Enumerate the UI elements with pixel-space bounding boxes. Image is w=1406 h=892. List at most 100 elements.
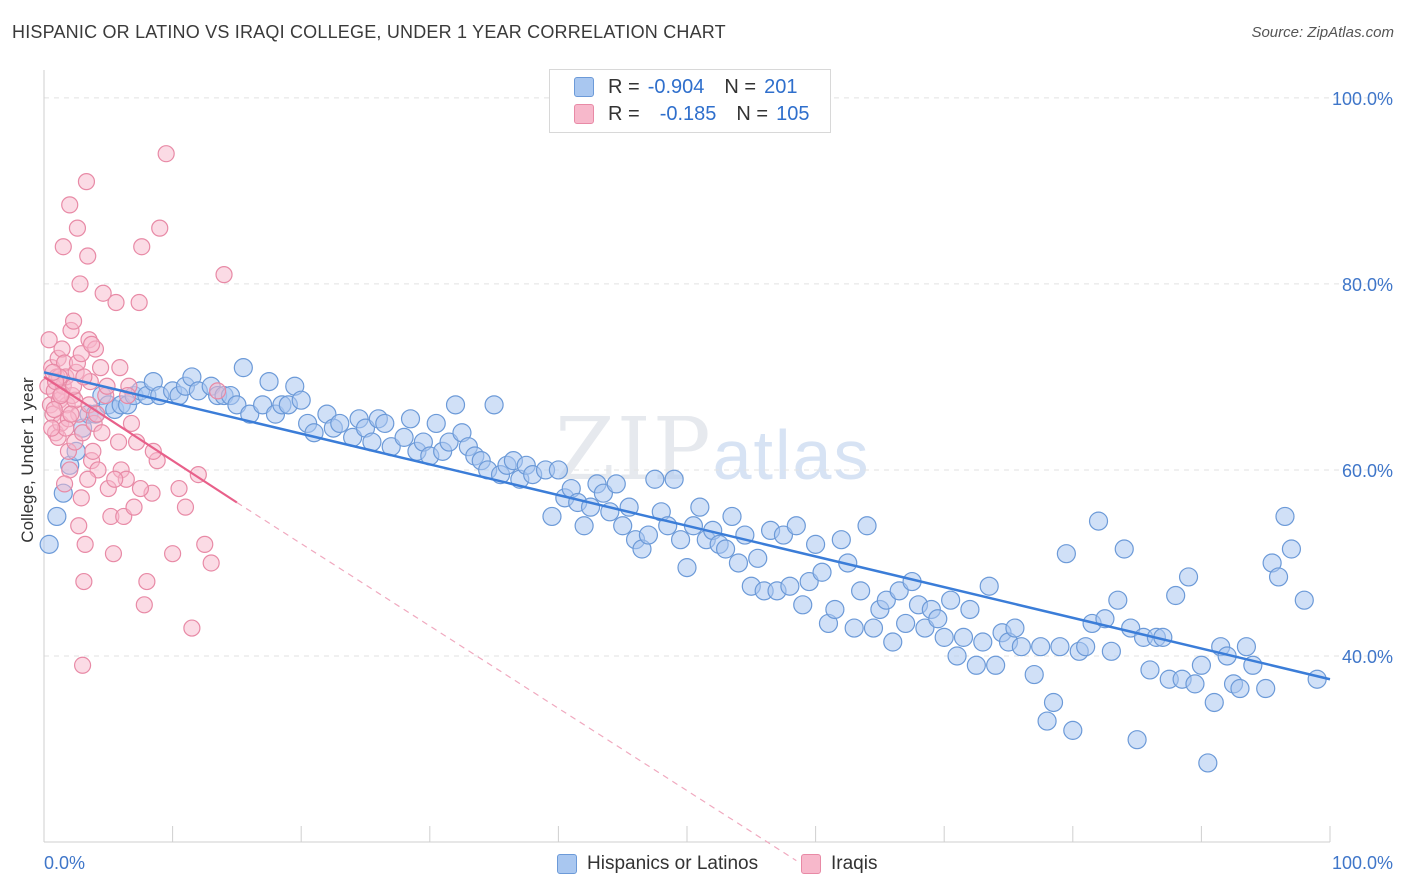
hispanic-point [1166,585,1186,606]
hispanic-point [439,432,459,452]
iraqi-point [54,238,72,256]
iraqi-trendline-extension [236,502,797,862]
hispanic-point [786,516,806,536]
hispanic-point [542,506,562,527]
hispanic-point [1268,567,1289,587]
hispanic-point [664,469,684,489]
iraqi-point [215,266,233,284]
iraqi-point [144,442,162,460]
hispanic-point [1005,618,1025,638]
hispanic-point [825,599,845,620]
watermark-zip: ZIP [555,400,713,500]
iraqi-point [68,219,87,237]
hispanic-point [1307,669,1327,689]
y-tick-label: 100.0% [1332,89,1393,109]
hispanic-point [1230,678,1250,699]
legend-n-label: N = [724,75,757,98]
iraqi-point [151,219,169,237]
iraqi-point [61,196,79,214]
hispanic-point [593,483,614,503]
hispanic-point [876,590,896,610]
legend-n-label: N = [736,102,769,125]
iraqi-point [55,475,74,493]
hispanic-point [915,618,935,638]
hispanic-point [47,506,67,527]
hispanic-point [1063,720,1083,740]
hispanic-point [748,548,768,568]
iraqi-point [77,173,96,191]
hispanic-point [484,395,504,415]
hispanic-point [645,469,665,489]
hispanic-point [1204,692,1224,713]
iraqi-point [88,405,106,423]
hispanic-point [844,618,864,638]
legend-r-value: -0.185 [659,102,717,125]
iraqi-point [189,466,207,484]
hispanic-point [253,395,273,415]
iraqi-point [73,424,92,442]
hispanic-point [780,576,800,596]
hispanic-point [330,413,350,434]
hispanic-point [1140,660,1160,680]
hispanic-point [1031,637,1051,657]
y-axis-label: College, Under 1 year [18,377,37,543]
hispanic-point [1114,539,1134,559]
iraqi-point [45,400,63,419]
chart-title: HISPANIC OR LATINO VS IRAQI COLLEGE, UND… [12,22,726,42]
hispanic-point [1236,637,1257,657]
iraqi-point [107,293,125,312]
hispanic-point [548,460,569,480]
iraqi-point [111,359,129,377]
iraqi-point [170,479,188,498]
hispanic-point [1011,637,1031,657]
iraqi-point [125,498,143,516]
iraqi-point [71,275,89,293]
y-axis-label-wrap: College, Under 1 year [14,360,42,560]
iraqi-point [91,359,110,377]
hispanic-point [722,506,742,527]
legend-swatch-pink [574,104,594,124]
hispanic-point [574,516,594,536]
legend-r-label: R = [608,102,640,125]
legend-n-value: 105 [776,102,810,125]
hispanic-point [613,516,633,536]
bottom-legend-hispanic: Hispanics or Latinos [557,852,758,876]
iraqi-point [157,145,175,163]
iraqi-point [131,479,150,498]
correlation-legend: R = -0.904 N = 201 R = -0.185 N = 105 [549,69,831,133]
hispanic-point [1056,544,1076,564]
iraqi-point [133,238,151,256]
hispanic-point [979,576,999,596]
hispanic-point [1281,539,1302,559]
hispanic-point [1108,590,1128,610]
hispanic-point [1043,692,1064,713]
iraqi-point [43,419,61,437]
iraqi-point [196,535,214,553]
iraqi-point [93,424,111,442]
iraqi-point [73,656,92,674]
hispanic-point [1037,711,1057,731]
hispanic-point [426,413,446,434]
legend-n-value: 201 [764,75,798,98]
iraqi-point [62,405,80,423]
hispanic-point [638,525,659,545]
iraqi-point [122,414,141,433]
legend-row-iraqi: R = -0.185 N = 105 [574,102,809,126]
hispanic-point [39,534,59,554]
x-tick-label: 100.0% [1332,853,1393,873]
iraqi-point [72,489,90,507]
hispanic-point [1198,753,1218,773]
iraqi-point [84,442,102,460]
hispanic-point [863,618,884,638]
hispanic-point [291,390,311,410]
bottom-legend-swatch-pink [801,854,821,874]
iraqi-point [82,335,101,353]
hispanic-point [677,558,697,578]
iraqi-point [104,545,123,563]
hispanic-point [1088,511,1109,531]
hispanic-point [773,525,794,545]
iraqi-point [70,517,88,535]
iraqi-trendline [43,376,238,504]
iraqi-point [164,545,182,563]
